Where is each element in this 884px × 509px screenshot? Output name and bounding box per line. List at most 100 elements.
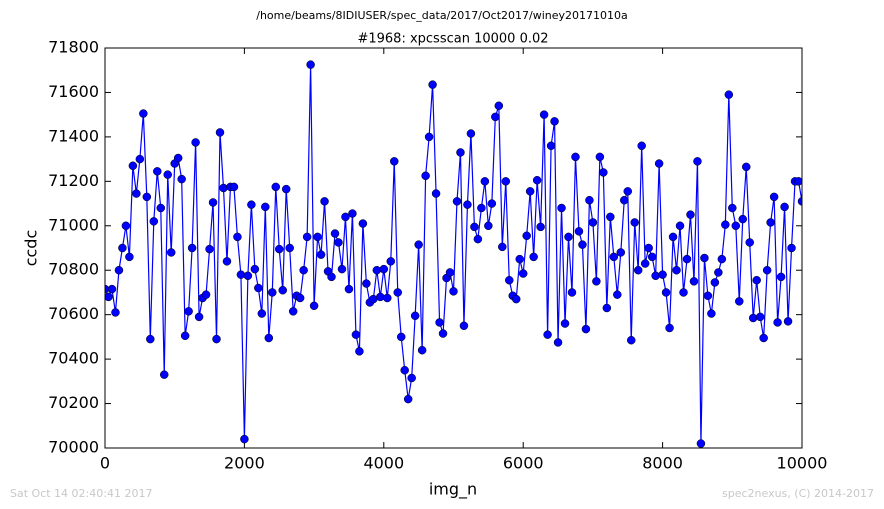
data-point — [149, 217, 159, 226]
data-point — [602, 303, 612, 313]
data-point — [571, 152, 580, 162]
data-point — [372, 265, 382, 275]
data-point — [477, 203, 486, 213]
data-point — [731, 221, 741, 231]
data-point — [696, 439, 706, 448]
data-point — [585, 195, 594, 205]
data-point — [647, 252, 657, 262]
data-point — [219, 183, 228, 193]
data-point — [105, 292, 113, 302]
data-point — [728, 203, 737, 213]
data-point — [400, 365, 409, 375]
data-point — [205, 244, 214, 254]
data-point — [759, 333, 768, 343]
data-point — [330, 229, 340, 238]
data-point — [735, 297, 744, 306]
data-point — [229, 182, 239, 192]
data-point — [125, 252, 134, 262]
data-point — [633, 265, 643, 275]
data-point — [630, 218, 639, 227]
data-point — [302, 232, 312, 242]
data-point — [693, 157, 702, 166]
data-point — [261, 202, 270, 212]
data-point — [254, 283, 263, 293]
data-point — [616, 248, 626, 257]
data-point — [243, 271, 253, 281]
data-point — [247, 200, 256, 209]
y-tick-label: 70600 — [48, 304, 99, 323]
data-point — [501, 177, 511, 186]
x-tick-label: 6000 — [503, 454, 544, 473]
data-point — [515, 254, 524, 264]
data-point — [564, 232, 573, 242]
data-point — [139, 109, 148, 118]
data-line — [105, 64, 802, 444]
data-point — [797, 197, 802, 206]
data-point — [313, 232, 322, 242]
data-point — [386, 257, 396, 266]
data-point — [358, 219, 368, 228]
data-point — [445, 268, 455, 277]
data-point — [250, 264, 260, 274]
data-point — [525, 187, 535, 196]
footer-left: Sat Oct 14 02:40:41 2017 — [10, 487, 152, 500]
data-point — [166, 248, 176, 257]
data-point — [191, 138, 200, 147]
data-point — [557, 203, 566, 213]
data-point — [484, 221, 493, 231]
data-point — [707, 309, 716, 318]
data-point — [794, 177, 802, 186]
data-point — [637, 141, 646, 151]
data-point — [741, 162, 751, 172]
data-point — [675, 221, 685, 231]
data-point — [689, 277, 699, 286]
chart-title: #1968: xpcsscan 10000 0.02 — [357, 32, 548, 47]
data-point — [595, 152, 605, 162]
y-tick-label: 71000 — [48, 215, 99, 234]
data-point — [661, 288, 671, 297]
data-point — [487, 199, 497, 208]
data-point — [518, 269, 528, 278]
data-point — [114, 265, 124, 275]
data-point — [773, 318, 782, 327]
data-point — [376, 292, 385, 302]
data-point — [118, 243, 127, 253]
data-point — [682, 254, 692, 264]
data-point — [776, 272, 786, 282]
data-point — [180, 331, 190, 341]
data-point — [787, 243, 796, 253]
data-point — [463, 200, 472, 209]
data-point — [428, 80, 437, 89]
data-point — [396, 332, 406, 342]
data-point — [748, 313, 758, 323]
data-point — [173, 153, 183, 163]
data-point — [581, 324, 591, 334]
data-point — [738, 214, 748, 224]
x-tick-label: 2000 — [224, 454, 265, 473]
data-point — [264, 333, 274, 343]
data-point — [473, 234, 483, 244]
data-point — [320, 197, 329, 206]
data-point — [470, 222, 479, 232]
data-point — [187, 243, 197, 253]
data-point — [644, 243, 653, 253]
y-tick-label: 71400 — [48, 126, 99, 145]
data-point — [543, 330, 552, 339]
data-point — [724, 90, 734, 99]
footer-right: spec2nexus, (C) 2014-2017 — [722, 487, 874, 500]
data-point — [665, 323, 674, 333]
data-point — [414, 240, 423, 249]
data-point — [362, 279, 371, 288]
data-point — [574, 227, 584, 236]
data-point — [177, 174, 186, 184]
data-point — [212, 334, 221, 344]
data-point — [522, 231, 531, 241]
data-point — [383, 293, 392, 303]
data-point — [762, 265, 772, 275]
data-point — [606, 212, 615, 222]
data-point — [449, 287, 458, 296]
data-point — [390, 157, 399, 166]
data-point — [529, 252, 538, 262]
data-point — [351, 330, 361, 339]
data-point — [306, 60, 315, 69]
